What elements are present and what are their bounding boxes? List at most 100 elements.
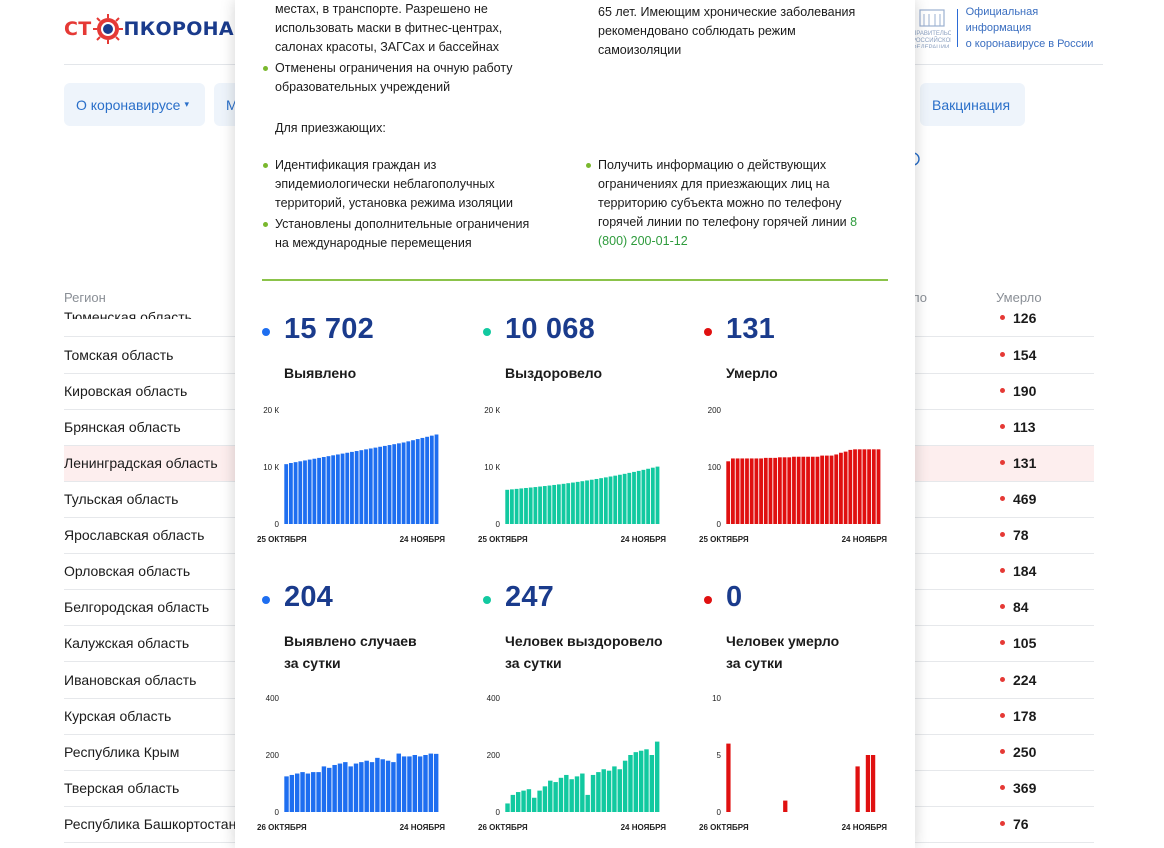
died-dot-icon [1000, 424, 1005, 429]
chart-bar [526, 789, 532, 812]
chart-bar [613, 475, 618, 524]
chart-bar [353, 763, 359, 812]
region-name: Тверская область [64, 780, 180, 796]
region-died-value: 126 [1013, 310, 1037, 326]
chart-bar [740, 458, 745, 524]
chart-bar [411, 440, 415, 524]
stat-label-line1: Умерло [726, 365, 778, 381]
died-dot-icon [1000, 677, 1005, 682]
chart-bar [305, 773, 311, 812]
died-dot-icon [1000, 785, 1005, 790]
x-end-label: 24 НОЯБРЯ [842, 535, 888, 544]
chart-bar [359, 450, 364, 524]
died-dot-icon [1000, 640, 1005, 645]
chart-bar [345, 452, 350, 524]
chart-bar [335, 454, 340, 524]
chart-bar [293, 462, 298, 524]
region-died-value: 113 [1013, 419, 1036, 435]
region-name: Республика Крым [64, 744, 180, 760]
chart-bar [806, 456, 810, 524]
column-header-partial[interactable]: ло [912, 290, 927, 305]
chart-bar [378, 446, 383, 524]
chart-bar [876, 449, 881, 524]
chart-bar [575, 481, 580, 524]
y-tick-label: 0 [275, 808, 280, 817]
stat-value: 131 [726, 313, 775, 345]
region-died-value: 190 [1013, 383, 1037, 399]
site-logo[interactable]: СТ ПКОРОНАВИ [64, 13, 265, 45]
chart-bar [385, 760, 391, 812]
region-name: Томская область [64, 347, 174, 363]
region-died-value: 78 [1013, 527, 1029, 543]
region-name: Брянская область [64, 419, 181, 435]
region-name: Ивановская область [64, 672, 197, 688]
chart-bar [627, 472, 632, 524]
chart-bar [632, 471, 636, 524]
chart-bar [622, 760, 628, 812]
chart-bar [590, 774, 596, 812]
x-end-label: 24 НОЯБРЯ [400, 535, 446, 544]
region-name: Орловская область [64, 563, 191, 579]
chart-bar [589, 479, 594, 524]
chart-bar [773, 457, 778, 524]
region-died-value: 184 [1013, 563, 1037, 579]
chart-bar [429, 435, 434, 524]
chart-bar [423, 755, 428, 812]
chart-bar [532, 797, 537, 812]
stat-dot-icon [483, 596, 491, 604]
chart-bar [867, 449, 872, 524]
region-name: Ленинградская область [64, 455, 218, 471]
stat-label-line2: за сутки [284, 655, 341, 671]
chart-bar [606, 770, 612, 812]
chart-bar [745, 458, 749, 524]
stat-dot-icon [483, 328, 491, 336]
chart-bar [862, 449, 867, 524]
chart-bar [552, 484, 557, 524]
gov-separator [956, 9, 958, 47]
chart-bar [415, 439, 420, 524]
gov-info-line1: Официальная информация [965, 6, 1039, 34]
region-died-value: 469 [1013, 491, 1037, 507]
chart-bar [521, 790, 526, 812]
chart-bar [382, 445, 387, 524]
hotline-phone-link[interactable]: 8 (800) 200-01-12 [598, 215, 858, 248]
chart-bar [839, 452, 843, 524]
nav-vaccination[interactable]: Вакцинация [920, 83, 1025, 126]
chart-bar [284, 776, 289, 812]
arrivals-hotline-text: Получить информацию о действующих ограни… [598, 156, 868, 251]
restrictions-education-text: Отменены ограничения на очную работу обр… [275, 61, 513, 94]
stat-dot-icon [704, 596, 712, 604]
stat-label-line2: за сутки [505, 655, 562, 671]
column-header-region[interactable]: Регион [64, 290, 106, 305]
chart-bar [332, 764, 337, 812]
chart-bar [730, 458, 735, 524]
y-tick-label: 0 [717, 520, 722, 529]
chart-bar [350, 451, 354, 524]
chart-bar [649, 755, 655, 812]
chart-bar [801, 456, 806, 524]
chart-bar [397, 443, 401, 524]
gov-info-link[interactable]: ПРАВИТЕЛЬСТВО РОССИЙСКОЙ ФЕДЕРАЦИИ Офици… [912, 6, 1102, 50]
chart-bar [316, 772, 321, 812]
stat-value: 204 [284, 581, 333, 613]
chart-bar [537, 790, 542, 812]
logo-text-end: ПКОРОНАВИ [123, 18, 265, 40]
chart-bar [796, 456, 801, 524]
column-header-died[interactable]: Умерло [996, 290, 1042, 305]
x-end-label: 24 НОЯБРЯ [842, 823, 888, 832]
stat-dot-icon [262, 596, 270, 604]
chart-bar [644, 749, 649, 812]
died-dot-icon [1000, 460, 1005, 465]
chart-bar [585, 794, 590, 812]
stat-value: 15 702 [284, 313, 374, 345]
chart-bar [380, 759, 385, 812]
chart-bar [655, 466, 660, 524]
chart-bar [391, 762, 396, 812]
nav-about-coronavirus[interactable]: О коронавирусе ▾ [64, 83, 205, 126]
arrivals-identification-text: Идентификация граждан из эпидемиологичес… [275, 158, 513, 210]
y-tick-label: 100 [708, 463, 722, 472]
chart-bar [396, 753, 401, 812]
nav-partial-label: М [226, 96, 238, 113]
stat-label: Человек выздоровело за сутки [505, 630, 663, 674]
chart-bar [288, 463, 293, 524]
